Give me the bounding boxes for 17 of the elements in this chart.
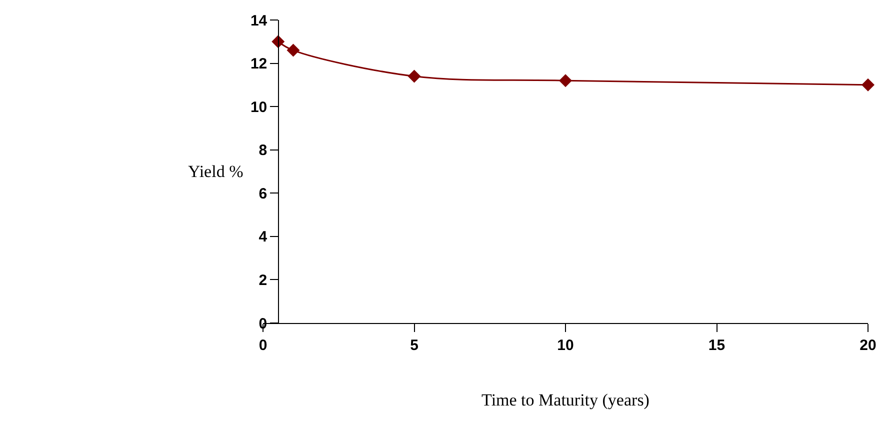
x-axis-title: Time to Maturity (years) bbox=[482, 390, 650, 410]
y-tick-label: 14 bbox=[250, 12, 268, 30]
x-tick-label: 15 bbox=[708, 337, 726, 354]
y-tick-label: 4 bbox=[258, 228, 268, 246]
point bbox=[286, 44, 300, 57]
point bbox=[408, 70, 421, 83]
point bbox=[862, 78, 874, 92]
y-tick-label: 10 bbox=[250, 98, 268, 116]
y-tick-label: 6 bbox=[258, 185, 268, 202]
x-tick-label: 5 bbox=[410, 337, 418, 354]
x-tick-label: 10 bbox=[557, 337, 574, 354]
y-tick-label: 2 bbox=[258, 272, 268, 289]
point bbox=[559, 74, 572, 88]
x-tick-label: 20 bbox=[860, 337, 876, 354]
y-tick-label: 12 bbox=[250, 56, 268, 73]
y-tick-label: 8 bbox=[258, 142, 268, 160]
y-axis-title: Yield % bbox=[188, 162, 244, 181]
